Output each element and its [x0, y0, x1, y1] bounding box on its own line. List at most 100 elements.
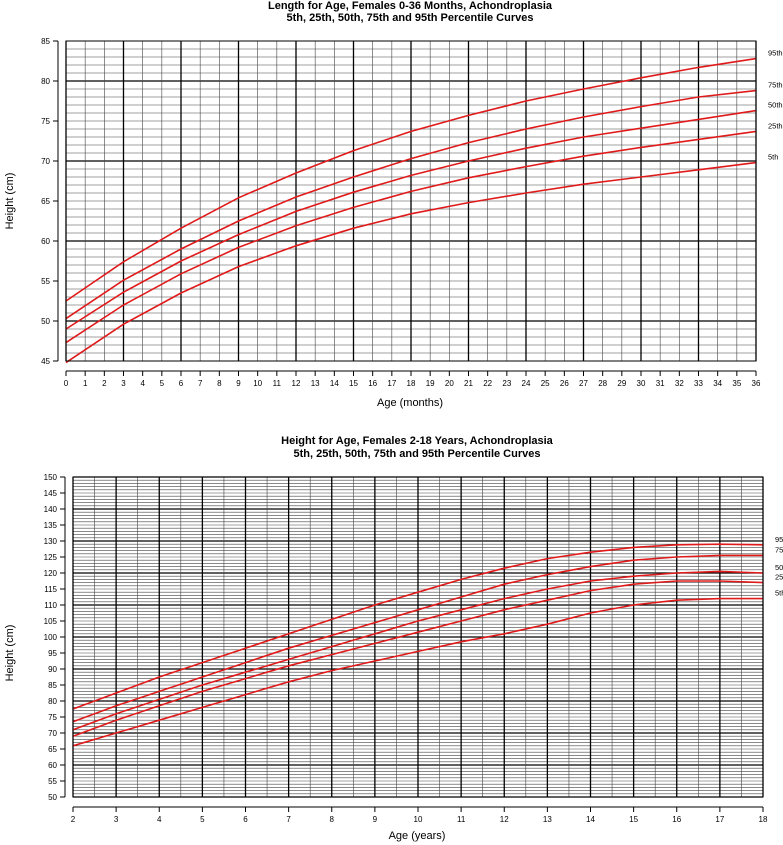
x-tick-label: 0	[64, 379, 69, 388]
x-tick-label: 8	[217, 379, 222, 388]
x-tick-label: 24	[522, 379, 531, 388]
percentile-label-50th: 50th	[775, 563, 783, 572]
chart2-title: Height for Age, Females 2-18 Years, Acho…	[281, 435, 554, 447]
y-tick-label: 100	[44, 633, 58, 642]
y-tick-label: 140	[44, 505, 58, 514]
x-tick-label: 15	[629, 815, 638, 824]
x-tick-label: 33	[694, 379, 703, 388]
percentile-curve-5th	[72, 597, 763, 747]
x-tick-label: 20	[445, 379, 454, 388]
chart2-curves	[72, 543, 764, 747]
x-tick-label: 28	[598, 379, 607, 388]
length-for-age-chart: Length for Age, Females 0-36 Months, Ach…	[4, 0, 783, 409]
percentile-curve-25th	[65, 130, 757, 344]
chart1-y-axis: 45 50 55 60 65 70 75 80 85	[41, 37, 59, 366]
percentile-label-75th: 75th	[775, 545, 783, 554]
x-tick-label: 29	[617, 379, 626, 388]
x-tick-label: 35	[732, 379, 741, 388]
y-tick-label: 60	[41, 237, 50, 246]
chart1-grid	[65, 40, 757, 362]
chart2-y-axis: 50 55 60 65 70 75 80 85 90 95 100 105 110 115 120 125 13…	[44, 473, 66, 802]
percentile-curve-95th	[65, 57, 757, 302]
y-tick-label: 130	[44, 537, 58, 546]
chart2-grid	[72, 476, 764, 798]
x-tick-label: 16	[368, 379, 377, 388]
x-tick-label: 11	[273, 379, 282, 388]
x-tick-label: 21	[464, 379, 473, 388]
x-tick-label: 13	[543, 815, 552, 824]
x-tick-label: 18	[759, 815, 768, 824]
x-tick-label: 3	[121, 379, 126, 388]
x-tick-label: 6	[243, 815, 248, 824]
y-tick-label: 75	[41, 117, 50, 126]
percentile-curve-5th	[65, 161, 757, 364]
x-tick-label: 4	[140, 379, 145, 388]
x-tick-label: 9	[236, 379, 241, 388]
x-tick-label: 14	[330, 379, 339, 388]
x-tick-label: 26	[560, 379, 569, 388]
y-tick-label: 120	[44, 569, 58, 578]
percentile-label-95th: 95th	[768, 49, 783, 58]
y-tick-label: 55	[41, 277, 50, 286]
x-tick-label: 2	[71, 815, 76, 824]
y-tick-label: 70	[48, 729, 57, 738]
y-tick-label: 115	[44, 585, 57, 594]
x-tick-label: 10	[414, 815, 423, 824]
height-for-age-chart: Height for Age, Females 2-18 Years, Acho…	[4, 435, 783, 842]
chart2-subtitle: 5th, 25th, 50th, 75th and 95th Percentil…	[294, 448, 541, 460]
percentile-curve-50th	[65, 109, 757, 330]
x-tick-label: 7	[198, 379, 203, 388]
percentile-curve-75th	[72, 554, 763, 723]
chart2-x-axis-label: Age (years)	[389, 830, 446, 842]
x-tick-label: 5	[200, 815, 205, 824]
x-tick-label: 7	[286, 815, 291, 824]
x-tick-label: 27	[579, 379, 588, 388]
y-tick-label: 55	[48, 777, 57, 786]
chart2-plot-frame	[72, 476, 764, 798]
percentile-label-5th: 5th	[775, 589, 783, 598]
chart1-title: Length for Age, Females 0-36 Months, Ach…	[268, 0, 553, 12]
x-tick-label: 17	[387, 379, 396, 388]
percentile-label-25th: 25th	[775, 573, 783, 582]
y-tick-label: 70	[41, 157, 50, 166]
x-tick-label: 17	[715, 815, 724, 824]
x-tick-label: 18	[407, 379, 416, 388]
y-tick-label: 135	[44, 521, 58, 530]
y-tick-label: 85	[41, 37, 50, 46]
x-tick-label: 12	[500, 815, 509, 824]
x-tick-label: 30	[637, 379, 646, 388]
x-tick-label: 1	[83, 379, 88, 388]
y-tick-label: 90	[48, 665, 57, 674]
x-tick-label: 19	[426, 379, 435, 388]
y-tick-label: 150	[44, 473, 58, 482]
x-tick-label: 9	[373, 815, 378, 824]
percentile-label-75th: 75th	[768, 81, 783, 90]
x-tick-label: 8	[330, 815, 335, 824]
y-tick-label: 110	[44, 601, 57, 610]
chart1-x-axis-label: Age (months)	[377, 397, 443, 409]
percentile-curve-50th	[72, 570, 764, 731]
x-tick-label: 4	[157, 815, 162, 824]
y-tick-label: 80	[48, 697, 57, 706]
percentile-label-25th: 25th	[768, 121, 783, 130]
x-tick-label: 25	[541, 379, 550, 388]
x-tick-label: 15	[349, 379, 358, 388]
x-tick-label: 14	[586, 815, 595, 824]
chart1-plot-frame	[65, 40, 757, 362]
chart1-subtitle: 5th, 25th, 50th, 75th and 95th Percentil…	[287, 12, 534, 24]
y-tick-label: 65	[41, 197, 50, 206]
percentile-label-95th: 95th	[775, 535, 783, 544]
x-tick-label: 16	[672, 815, 681, 824]
y-tick-label: 125	[44, 553, 58, 562]
y-tick-label: 105	[44, 617, 58, 626]
y-tick-label: 80	[41, 77, 50, 86]
percentile-curve-25th	[72, 580, 764, 737]
x-tick-label: 5	[160, 379, 165, 388]
x-tick-label: 23	[502, 379, 511, 388]
x-tick-label: 36	[752, 379, 761, 388]
x-tick-label: 13	[311, 379, 320, 388]
chart1-x-axis: 0 1 2 3 4 5 6 7 8 9 10 11 12 13 14 15 16 17 18 19 20 21 22 23 24…	[64, 370, 761, 388]
y-tick-label: 145	[44, 489, 58, 498]
